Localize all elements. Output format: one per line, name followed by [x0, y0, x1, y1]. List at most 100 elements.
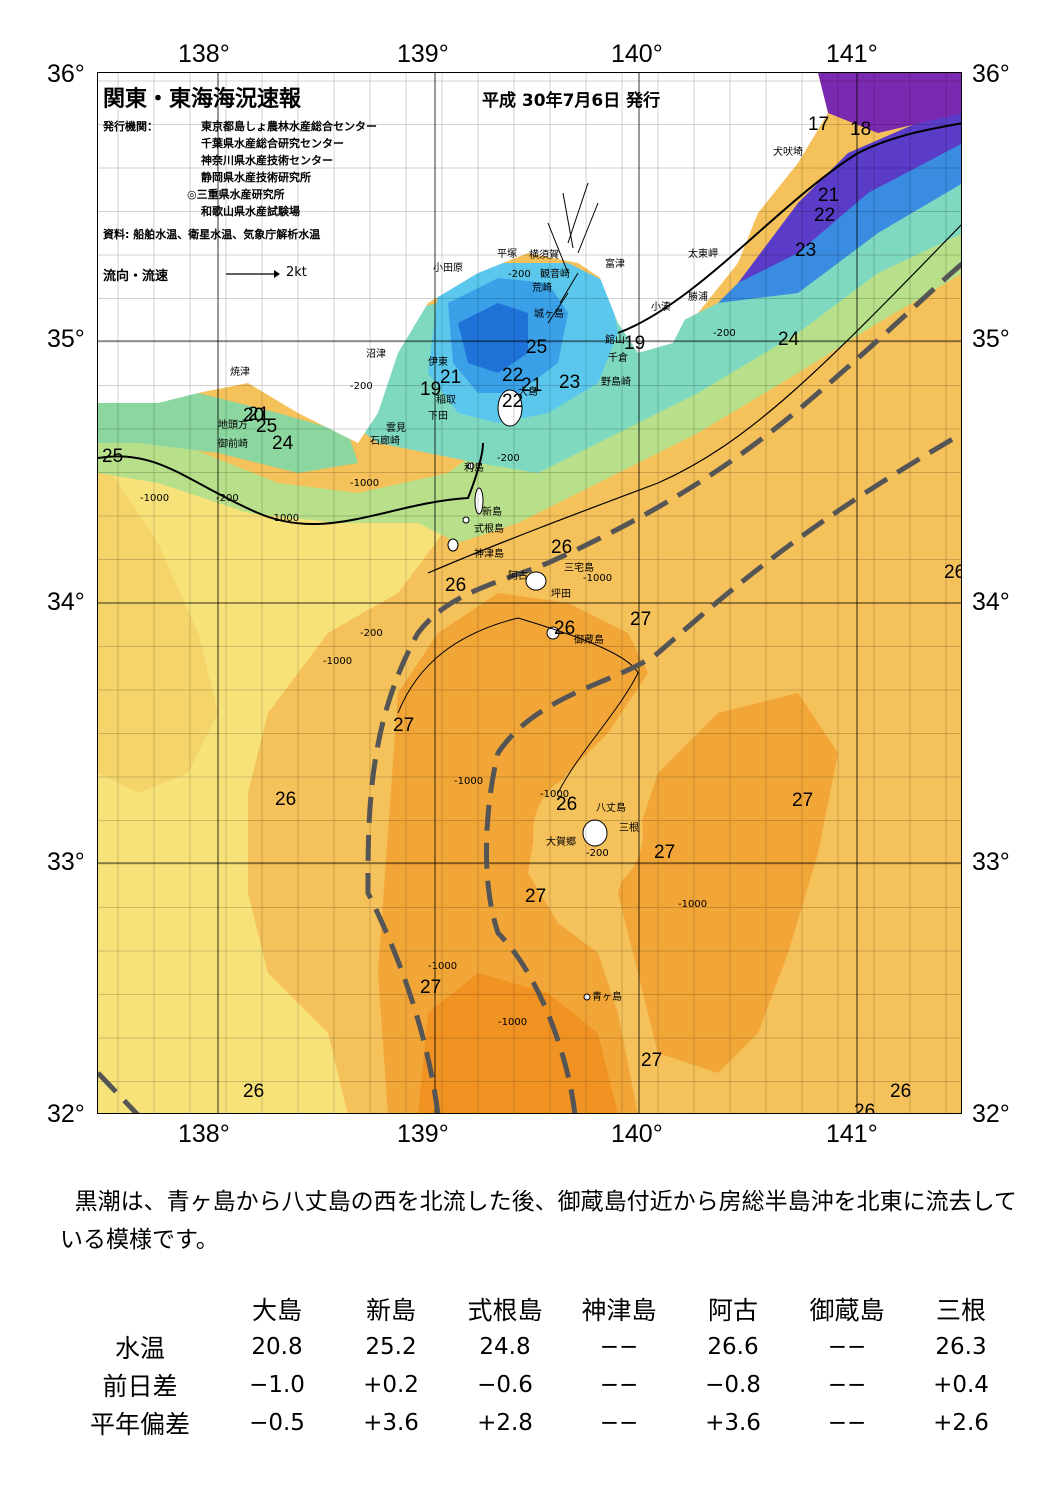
issuer-1: 東京都島しょ農林水産総合センター: [201, 120, 377, 133]
isotherm-label: 22: [814, 205, 836, 226]
column-header: 大島: [251, 1296, 302, 1325]
place-label: 雲見: [386, 423, 406, 434]
place-label: 小湊: [651, 302, 671, 313]
place-label: 館山: [605, 335, 625, 346]
issuer-4: 静岡県水産技術研究所: [201, 171, 311, 184]
zone-23-suruga: [98, 393, 358, 473]
island-hachijojima: [582, 819, 608, 847]
lat-label-right-36: 36°: [972, 60, 1010, 88]
sea-temperature-map: 関東・東海海況速報 平成 30年7月6日 発行 発行機関： 東京都島しょ農林水産…: [97, 72, 962, 1114]
place-label: 下田: [428, 411, 448, 422]
table-cell: +2.8: [477, 1410, 533, 1436]
table-cell: −−: [599, 1334, 639, 1360]
place-label: 地頭方: [218, 420, 248, 431]
depth-label: -200: [360, 628, 383, 639]
place-label: 坪田: [551, 589, 571, 600]
depth-label: -1000: [270, 513, 300, 524]
comment-text: 黒潮は、青ヶ島から八丈島の西を北流した後、御蔵島付近から房総半島沖を北東に流去し…: [60, 1189, 1017, 1253]
lon-label-top-139: 139°: [397, 40, 449, 68]
place-label: 平塚: [497, 249, 517, 260]
issuer-2: 千葉県水産総合研究センター: [201, 137, 344, 150]
lat-label-left-33: 33°: [47, 848, 85, 876]
flow-scale-value: 2kt: [286, 265, 307, 280]
isotherm-label: 18: [850, 119, 872, 140]
depth-label: -200: [508, 269, 531, 280]
table-cell: −−: [599, 1410, 639, 1436]
table-cell: 26.3: [935, 1334, 987, 1360]
map-date: 平成 30年7月6日 発行: [482, 91, 661, 111]
isotherm-label: 25: [256, 416, 278, 437]
lat-label-left-35: 35°: [47, 325, 85, 353]
table-row: 前日差 −1.0 +0.2 −0.6 −− −0.8 −− +0.4: [60, 1366, 1018, 1404]
isotherm-label: 24: [778, 329, 800, 350]
flow-legend-label: 流向・流速: [103, 269, 169, 284]
isotherm-label: 27: [393, 715, 415, 736]
table-cell: +3.6: [363, 1410, 419, 1436]
lon-label-top-140: 140°: [611, 40, 663, 68]
depth-label: -200: [713, 328, 736, 339]
zone-17-ne: [818, 73, 961, 133]
land-boso: [588, 153, 698, 353]
isotherm-label: 26: [445, 575, 467, 596]
lat-label-left-32: 32°: [47, 1100, 85, 1128]
table-cell: +0.2: [363, 1372, 419, 1398]
place-label: 阿古: [508, 571, 528, 582]
depth-label: -1000: [498, 1017, 528, 1028]
column-header: 新島: [365, 1296, 416, 1325]
isotherm-label: 21: [521, 375, 543, 396]
depth-label: -1000: [323, 656, 353, 667]
isotherm-label: 20: [243, 405, 265, 426]
lat-label-left-34: 34°: [47, 588, 85, 616]
table-cell: 25.2: [365, 1334, 417, 1360]
isotherm-label: 27: [525, 886, 547, 907]
island-miyakejima: [525, 571, 547, 591]
place-label: 小田原: [433, 263, 463, 274]
isotherm-label: 25: [526, 337, 548, 358]
lon-label-top-138: 138°: [178, 40, 230, 68]
isotherm-label: 27: [641, 1050, 663, 1071]
table-cell: −0.6: [477, 1372, 533, 1398]
map-title: 関東・東海海況速報: [103, 87, 302, 112]
lat-label-right-34: 34°: [972, 588, 1010, 616]
depth-label: -1000: [454, 776, 484, 787]
place-label: 式根島: [474, 524, 504, 535]
isotherm-27: [397, 617, 639, 794]
place-label: 焼津: [230, 367, 250, 378]
isotherm-26-north: [427, 224, 961, 574]
lon-label-bottom-141: 141°: [826, 1120, 878, 1148]
place-label: 大賀郷: [546, 837, 576, 848]
zone-27-east: [618, 693, 838, 1073]
degree-lines: [98, 73, 961, 1113]
issuer-list: 東京都島しょ農林水産総合センター 千葉県水産総合研究センター 神奈川県水産技術セ…: [187, 118, 377, 220]
place-label: 大島: [518, 387, 538, 398]
place-label: 御蔵島: [574, 635, 604, 646]
lon-label-bottom-139: 139°: [397, 1120, 449, 1148]
lon-label-bottom-138: 138°: [178, 1120, 230, 1148]
depth-label: -200: [586, 848, 609, 859]
kuroshio-comment: 黒潮は、青ヶ島から八丈島の西を北流した後、御蔵島付近から房総半島沖を北東に流去し…: [60, 1183, 1020, 1259]
isotherm-25: [98, 442, 484, 526]
isotherm-label: 17: [808, 114, 830, 135]
depth-label: -200: [216, 493, 239, 504]
table-cell: +2.6: [933, 1410, 989, 1436]
isotherm-label: 26: [944, 562, 961, 583]
table-cell: 20.8: [251, 1334, 303, 1360]
isotherm-label: 24: [272, 433, 294, 454]
isotherm-label: 26: [556, 794, 578, 815]
issuer-3: 神奈川県水産技術センター: [201, 154, 333, 167]
zone-18-ne: [738, 103, 961, 283]
isotherm-label: 27: [420, 977, 442, 998]
place-label: 御前崎: [218, 439, 248, 450]
isotherm-label: 26: [890, 1081, 912, 1102]
depth-label: -1000: [140, 493, 170, 504]
island-shikinejima: [462, 516, 470, 524]
isotherm-label: 21: [248, 404, 270, 425]
place-label: 八丈島: [596, 803, 626, 814]
isotherm-label: 27: [630, 609, 652, 630]
kuroshio-axis-west: [365, 261, 961, 1113]
isotherm-label: 19: [624, 333, 646, 354]
place-label: 犬吠埼: [773, 147, 803, 158]
depth-label: -1000: [583, 573, 613, 584]
table-cell: −0.5: [249, 1410, 305, 1436]
lat-label-right-32: 32°: [972, 1100, 1010, 1128]
